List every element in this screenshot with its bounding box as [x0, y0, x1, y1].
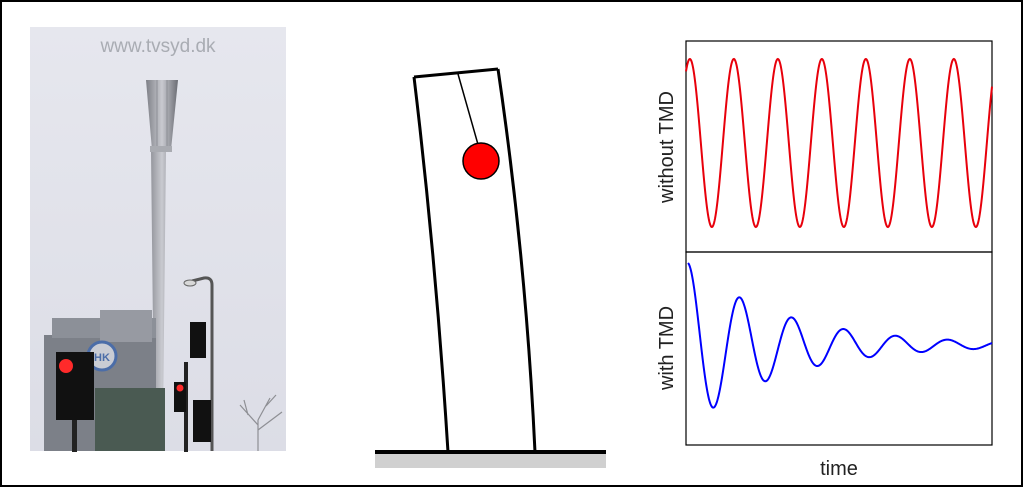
tower-top	[413, 67, 499, 79]
damper-mass	[462, 142, 500, 180]
x-axis-label: time	[820, 458, 858, 480]
building-logo-text: HK	[94, 352, 110, 364]
bare-tree	[239, 394, 283, 451]
red-light-icon	[59, 359, 73, 373]
response-without-tmd	[685, 57, 993, 229]
chimney-photo: HK www.tvsyd.dk	[30, 27, 286, 452]
tower-left-wall	[412, 76, 450, 453]
tower-right-wall	[496, 68, 537, 453]
response-with-tmd	[687, 262, 993, 409]
plot-bottom-frame	[685, 251, 993, 446]
traffic-light-right	[190, 322, 206, 358]
pendulum-rod	[457, 73, 480, 149]
street-lamp	[191, 276, 214, 451]
tmd-diagram	[375, 67, 606, 468]
top-plot-ylabel: without TMD	[656, 91, 678, 204]
response-plots: without TMD with TMD time	[656, 40, 993, 480]
ground-shading	[375, 454, 606, 468]
watermark-text: www.tvsyd.dk	[99, 36, 216, 57]
bottom-plot-ylabel: with TMD	[656, 306, 678, 391]
